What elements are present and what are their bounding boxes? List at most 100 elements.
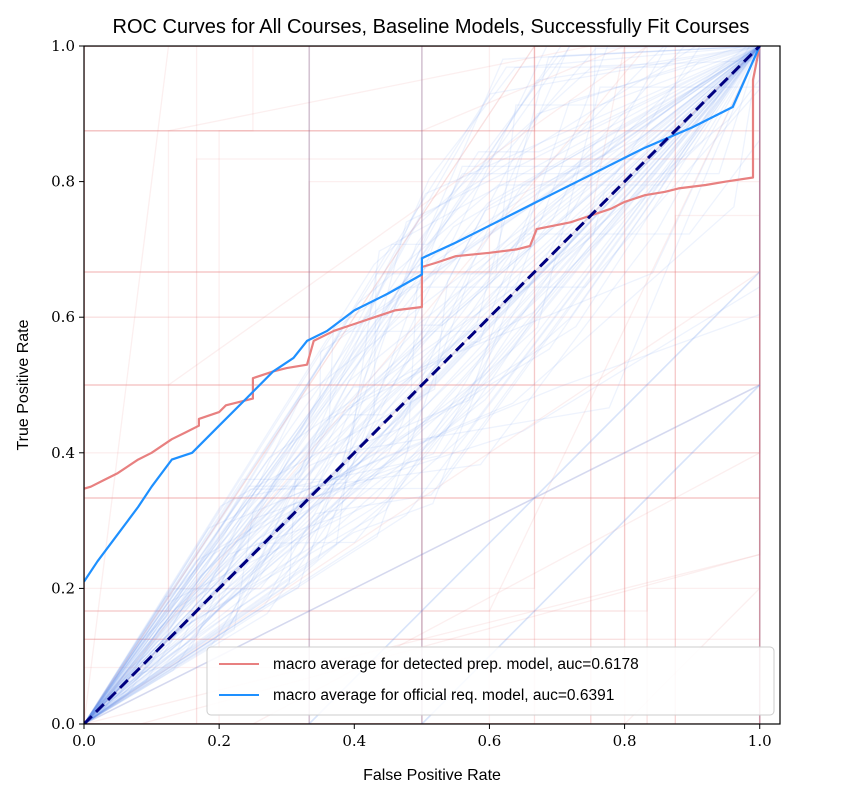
background-roc-curve-official	[84, 46, 761, 724]
background-roc-curve-detected	[84, 46, 760, 724]
background-roc-curve-detected	[84, 46, 760, 724]
background-roc-curve-official	[84, 46, 761, 724]
background-roc-curve-official	[84, 46, 760, 724]
y-axis-ticks: 0.0 0.2 0.4 0.6 0.8 1.0	[51, 37, 84, 733]
background-roc-curve-official	[84, 46, 761, 724]
background-roc-curve-detected	[84, 46, 760, 724]
background-roc-curve-detected	[84, 46, 760, 724]
background-roc-curve-official	[84, 46, 761, 724]
background-roc-curve-official	[84, 46, 760, 724]
background-roc-curve-official	[84, 46, 760, 724]
background-roc-curve-official	[84, 46, 761, 724]
background-roc-curve-official	[84, 46, 760, 724]
background-roc-curve-detected	[84, 46, 761, 724]
background-roc-curve-official	[84, 46, 761, 724]
x-tick-label: 0.6	[478, 732, 502, 750]
background-roc-curve-official	[84, 46, 761, 724]
background-roc-curve-official	[84, 46, 761, 724]
y-tick-label: 0.2	[51, 579, 75, 597]
background-roc-curve-official	[84, 46, 761, 724]
background-roc-curve-detected	[84, 46, 760, 724]
background-roc-curve-detected	[84, 46, 760, 724]
background-roc-curve-official	[84, 46, 760, 724]
x-tick-label: 1.0	[748, 732, 772, 750]
background-roc-curve-official	[84, 46, 760, 724]
background-roc-curve-official	[84, 46, 760, 724]
plot-frame	[83, 45, 781, 725]
background-roc-curve-official	[84, 46, 761, 724]
background-roc-curve-detected	[84, 46, 761, 724]
background-roc-curve-official	[84, 46, 761, 724]
y-tick-label: 0.6	[51, 308, 75, 326]
background-roc-curve-detected	[84, 46, 761, 724]
background-roc-curve-official	[84, 46, 760, 724]
legend-label-detected: macro average for detected prep. model, …	[273, 656, 639, 673]
background-roc-curve-official	[84, 46, 761, 724]
background-roc-curve-official	[84, 46, 761, 724]
background-roc-curve-detected	[84, 46, 760, 724]
chance-diagonal-line	[84, 46, 761, 724]
background-roc-curve-official	[84, 46, 761, 724]
background-roc-curve-detected	[84, 46, 761, 724]
background-roc-curve-official	[84, 46, 760, 724]
background-roc-curve-detected	[84, 46, 760, 724]
background-roc-curve-official	[84, 46, 761, 724]
background-roc-curve-detected	[84, 46, 761, 724]
background-roc-curve-official	[84, 46, 761, 724]
background-roc-curve-official	[84, 46, 760, 724]
background-roc-curve-detected	[84, 46, 760, 724]
background-roc-curve-detected	[84, 46, 760, 724]
background-roc-curve-official	[84, 46, 761, 724]
background-roc-curve-official	[84, 46, 761, 724]
y-tick-label: 0.0	[51, 715, 75, 733]
background-roc-curve-detected	[84, 46, 761, 724]
background-roc-curve-official	[84, 46, 760, 724]
background-roc-curve-official	[84, 46, 761, 724]
background-roc-curve-official	[84, 46, 761, 724]
background-roc-curve-detected	[84, 46, 761, 724]
background-roc-curve-official	[84, 46, 761, 724]
background-roc-curve-detected	[84, 46, 760, 724]
background-roc-curve-detected	[84, 46, 761, 724]
background-roc-curve-official	[84, 46, 760, 724]
chart-title: ROC Curves for All Courses, Baseline Mod…	[113, 16, 750, 38]
macro-average-detected-line	[84, 46, 761, 490]
x-axis-label: False Positive Rate	[363, 767, 501, 784]
background-roc-curve-official	[84, 46, 761, 724]
background-roc-curve-official	[84, 46, 760, 724]
background-roc-curve-detected	[84, 46, 761, 724]
background-roc-curve-official	[84, 46, 761, 724]
y-axis-label: True Positive Rate	[15, 319, 32, 450]
background-roc-curve-official	[84, 46, 761, 724]
y-tick-label: 0.4	[51, 444, 75, 462]
background-roc-curve-official	[84, 46, 761, 724]
background-roc-curve-official	[84, 46, 761, 724]
background-roc-curve-detected	[84, 46, 761, 724]
background-roc-curve-detected	[84, 46, 760, 724]
macro-average-official-line	[84, 46, 761, 583]
background-roc-curve-official	[84, 46, 761, 724]
background-roc-curve-detected	[84, 46, 761, 724]
background-roc-curve-official	[84, 46, 761, 724]
legend-box	[206, 646, 775, 716]
background-roc-curve-official	[84, 46, 761, 724]
series-layer	[84, 46, 761, 724]
background-roc-curve-detected	[84, 46, 761, 724]
background-roc-curve-official	[84, 46, 761, 724]
background-roc-curve-official	[84, 46, 760, 724]
background-roc-curve-official	[84, 46, 761, 724]
background-roc-curve-official	[84, 46, 761, 724]
background-roc-curve-detected	[84, 46, 761, 724]
background-roc-curve-official	[84, 46, 761, 724]
background-roc-curve-official	[84, 46, 761, 724]
background-roc-curve-official	[84, 46, 761, 724]
background-roc-curve-official	[84, 46, 761, 724]
background-roc-curve-official	[84, 46, 760, 724]
x-axis-ticks: 0.0 0.2 0.4 0.6 0.8 1.0	[72, 724, 772, 750]
x-tick-label: 0.4	[342, 732, 366, 750]
background-roc-curve-detected	[84, 46, 761, 724]
background-roc-curve-detected	[84, 46, 760, 724]
legend-label-official: macro average for official req. model, a…	[273, 687, 614, 704]
background-roc-curve-official	[84, 46, 761, 724]
background-roc-curve-official	[84, 46, 761, 724]
